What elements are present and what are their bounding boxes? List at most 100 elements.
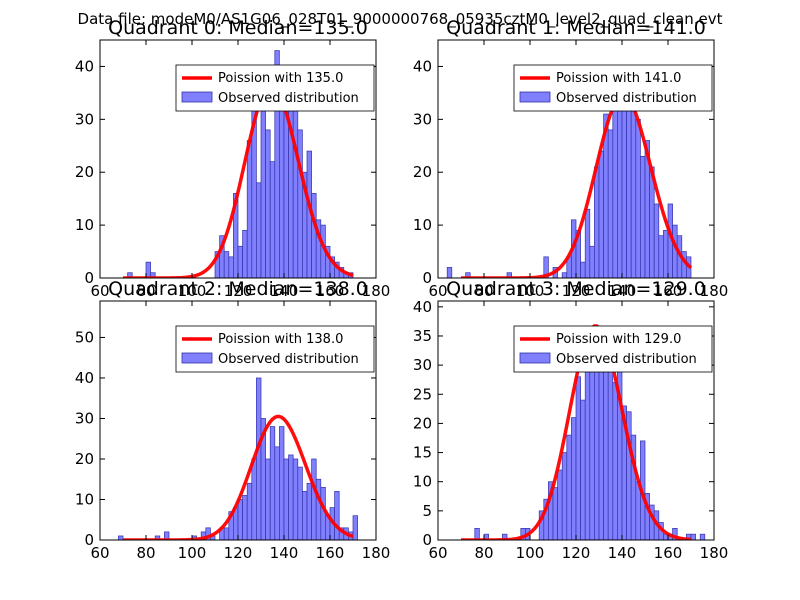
x-tick-label: 120 xyxy=(562,282,591,300)
x-tick-label: 120 xyxy=(224,282,253,300)
histogram-bar xyxy=(598,358,604,540)
legend-label-poisson: Poission with 141.0 xyxy=(556,71,681,86)
histogram-bar xyxy=(164,531,170,540)
x-tick-label: 100 xyxy=(516,282,545,300)
x-tick-label: 120 xyxy=(224,544,253,562)
histogram-bar xyxy=(292,458,299,540)
y-tick-label: 40 xyxy=(75,57,94,75)
histogram-bar xyxy=(118,535,124,540)
histogram-bar xyxy=(315,478,322,540)
y-tick-label: 50 xyxy=(75,328,94,346)
x-tick-label: 100 xyxy=(516,544,545,562)
histogram-bars xyxy=(127,50,354,278)
histogram-bar xyxy=(302,491,308,540)
y-tick-label: 10 xyxy=(75,216,94,234)
subplot-title: Quadrant 2: Median=138.0 xyxy=(108,278,368,300)
histogram-bar xyxy=(279,87,285,278)
legend-label-observed: Observed distribution xyxy=(556,352,697,367)
histogram-bar xyxy=(465,272,471,278)
poisson-curve xyxy=(123,414,354,540)
histogram-bar xyxy=(607,358,614,540)
x-tick-label: 80 xyxy=(136,282,155,300)
y-tick-label: 30 xyxy=(413,110,432,128)
histogram-bar xyxy=(672,527,678,540)
histogram-bar xyxy=(589,364,595,540)
histogram-bar xyxy=(653,203,660,278)
y-tick-label: 25 xyxy=(413,385,432,403)
x-tick-label: 60 xyxy=(428,544,447,562)
histogram-bar xyxy=(612,382,618,540)
histogram-bar xyxy=(598,150,604,278)
histogram-bar xyxy=(233,193,239,278)
histogram-bar xyxy=(288,454,294,540)
y-tick-label: 10 xyxy=(413,473,432,491)
y-tick-label: 40 xyxy=(413,57,432,75)
histogram-bar xyxy=(242,230,248,278)
y-tick-label: 30 xyxy=(75,409,94,427)
histogram-bar xyxy=(228,256,234,278)
histogram-bars xyxy=(446,66,692,278)
histogram-bar xyxy=(256,182,262,278)
histogram-bar xyxy=(297,466,303,540)
subplot-quadrant-0: Quadrant 0: Median=135.060 80 100 120 140 160… xyxy=(75,17,390,300)
legend-label-observed: Observed distribution xyxy=(218,91,359,106)
histogram-bar xyxy=(320,486,326,540)
histogram-bar xyxy=(603,364,609,540)
histogram-bar xyxy=(269,161,276,278)
x-tick-label: 140 xyxy=(608,544,637,562)
y-tick-label: 5 xyxy=(422,502,432,520)
legend-bar-swatch xyxy=(519,91,551,103)
x-tick-label: 100 xyxy=(178,282,207,300)
histogram-bar xyxy=(589,245,595,278)
x-tick-label: 180 xyxy=(700,282,729,300)
y-tick-label: 30 xyxy=(75,110,94,128)
legend-bar-swatch xyxy=(181,91,213,103)
histogram-bar xyxy=(699,533,706,540)
histogram-bar xyxy=(269,426,276,540)
histogram-bar xyxy=(297,129,303,278)
legend-label-poisson: Poission with 135.0 xyxy=(218,71,343,86)
histogram-bar xyxy=(635,118,641,278)
x-tick-label: 180 xyxy=(362,282,391,300)
figure-suptitle: Data file: modeM0/AS1G06_028T01_90000007… xyxy=(78,10,723,29)
histogram-bar xyxy=(658,235,664,278)
histogram-bar xyxy=(288,81,294,278)
histogram-bar xyxy=(223,251,230,278)
legend-bar-swatch xyxy=(181,352,213,364)
histogram-bar xyxy=(205,527,211,540)
histogram-bar xyxy=(237,499,243,540)
legend-box xyxy=(175,325,375,373)
histogram-bar xyxy=(584,347,591,540)
histogram-bar xyxy=(352,515,358,540)
y-tick-label: 35 xyxy=(413,327,432,345)
histogram-bar xyxy=(260,87,266,278)
x-tick-label: 160 xyxy=(316,282,345,300)
x-tick-label: 140 xyxy=(608,282,637,300)
histogram-bar xyxy=(256,377,262,540)
x-tick-label: 80 xyxy=(136,544,155,562)
x-tick-label: 180 xyxy=(700,544,729,562)
histogram-bar xyxy=(506,272,512,278)
x-tick-label: 180 xyxy=(362,544,391,562)
legend-label-poisson: Poission with 129.0 xyxy=(556,332,681,347)
legend: Poission with 129.0 Observed distribution xyxy=(513,325,713,373)
histogram-bar xyxy=(446,267,453,278)
x-tick-label: 160 xyxy=(654,282,683,300)
histogram-bar xyxy=(265,458,271,540)
histogram-bar xyxy=(594,166,600,278)
histogram-bar xyxy=(621,97,627,278)
histogram-bar xyxy=(580,261,586,278)
histogram-bar xyxy=(566,434,572,540)
histogram-bars xyxy=(118,377,358,540)
histogram-bar xyxy=(265,129,271,278)
poisson-curve xyxy=(461,93,693,278)
legend: Poission with 138.0 Observed distribution xyxy=(175,325,375,373)
subplot-title: Quadrant 0: Median=135.0 xyxy=(108,17,368,39)
y-tick-label: 0 xyxy=(84,269,94,287)
histogram-bar xyxy=(552,487,558,540)
x-tick-label: 100 xyxy=(178,544,207,562)
subplot-grid: Quadrant 0: Median=135.060 80 100 120 140 160… xyxy=(75,17,728,562)
y-tick-label: 20 xyxy=(75,450,94,468)
histogram-bar xyxy=(242,495,248,540)
